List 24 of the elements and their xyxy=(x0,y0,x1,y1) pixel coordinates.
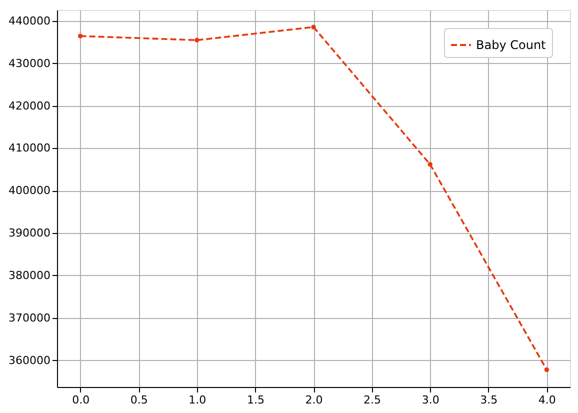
point xyxy=(311,24,316,30)
x-tick-label: 0.5 xyxy=(130,394,148,406)
x-tick-label: 3.5 xyxy=(480,394,498,406)
x-tick-label: 2.0 xyxy=(305,394,323,406)
point xyxy=(428,162,432,167)
y-tick-label: 370000 xyxy=(8,311,50,324)
x-tick-label: 4.0 xyxy=(538,394,556,406)
y-tick-label: 420000 xyxy=(8,99,50,112)
y-tick-label: 410000 xyxy=(8,142,50,155)
y-tick-label: 360000 xyxy=(8,354,50,367)
point xyxy=(544,367,550,372)
y-tick-label: 430000 xyxy=(8,56,50,70)
legend-label: Baby Count xyxy=(476,38,546,52)
x-tick-label: 1.0 xyxy=(188,394,206,406)
y-tick-label: 380000 xyxy=(8,268,50,282)
point xyxy=(194,38,200,42)
x-tick-label: 0.0 xyxy=(72,394,90,406)
y-tick-label: 390000 xyxy=(8,226,50,240)
y-tick-label: 400000 xyxy=(8,184,50,198)
point xyxy=(78,34,83,38)
y-tick-label: 440000 xyxy=(8,14,50,28)
x-tick-label: 1.5 xyxy=(246,394,264,406)
x-tick-label: 3.0 xyxy=(422,394,440,406)
x-tick-label: 2.5 xyxy=(364,394,382,406)
